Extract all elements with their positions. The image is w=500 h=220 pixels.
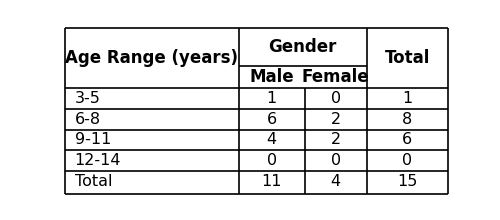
Text: 1: 1 — [266, 91, 277, 106]
Text: Gender: Gender — [268, 38, 337, 56]
Text: 4: 4 — [266, 132, 277, 147]
Text: Age Range (years): Age Range (years) — [66, 49, 238, 67]
Text: 0: 0 — [266, 153, 277, 168]
Text: 0: 0 — [330, 153, 341, 168]
Text: 6-8: 6-8 — [74, 112, 101, 127]
Text: 3-5: 3-5 — [74, 91, 101, 106]
Text: 1: 1 — [402, 91, 412, 106]
Text: 2: 2 — [330, 132, 341, 147]
Text: 0: 0 — [330, 91, 341, 106]
Text: 0: 0 — [402, 153, 412, 168]
Text: Male: Male — [250, 68, 294, 86]
Text: 12-14: 12-14 — [74, 153, 121, 168]
Text: 11: 11 — [262, 174, 282, 189]
Text: 15: 15 — [397, 174, 417, 189]
Text: 9-11: 9-11 — [74, 132, 111, 147]
Text: Female: Female — [302, 68, 370, 86]
Text: Total: Total — [74, 174, 112, 189]
Text: 2: 2 — [330, 112, 341, 127]
Text: Total: Total — [384, 49, 430, 67]
Text: 8: 8 — [402, 112, 412, 127]
Text: 6: 6 — [402, 132, 412, 147]
Text: 4: 4 — [330, 174, 341, 189]
Text: 6: 6 — [266, 112, 277, 127]
